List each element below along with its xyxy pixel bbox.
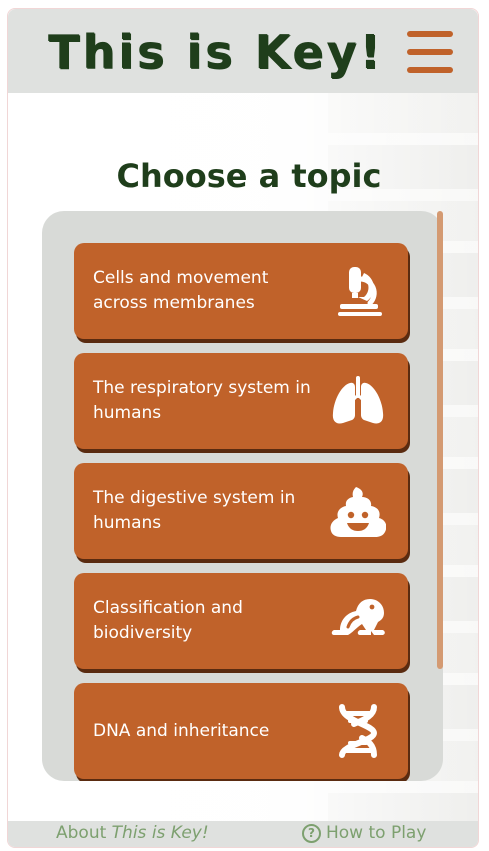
- how-to-play-link[interactable]: ? How to Play: [302, 823, 426, 843]
- menu-bar: [407, 67, 453, 73]
- poop-icon: [330, 483, 386, 539]
- topic-list: Cells and movement across membranes The …: [42, 211, 443, 781]
- question-circle-icon: ?: [302, 823, 321, 843]
- lungs-icon: [330, 373, 386, 429]
- topic-label: Cells and movement across membranes: [93, 268, 269, 313]
- topic-label: Classification and biodiversity: [93, 598, 243, 643]
- header: This is Key!: [8, 9, 478, 93]
- about-app-name: This is Key!: [111, 823, 209, 843]
- how-to-play-label: How to Play: [326, 823, 427, 843]
- topic-label: DNA and inheritance: [93, 720, 270, 741]
- scrollbar[interactable]: [437, 211, 443, 669]
- logo[interactable]: This is Key!: [48, 25, 384, 79]
- app-frame: This is Key! Choose a topic Cells and mo…: [7, 8, 479, 848]
- about-link[interactable]: About This is Key!: [56, 823, 209, 843]
- topic-button-cells[interactable]: Cells and movement across membranes: [74, 243, 408, 339]
- topic-button-classification[interactable]: Classification and biodiversity: [74, 573, 408, 669]
- microscope-icon: [330, 263, 386, 319]
- menu-bar: [407, 49, 453, 55]
- topic-button-respiratory[interactable]: The respiratory system in humans: [74, 353, 408, 449]
- page-title: Choose a topic: [116, 157, 382, 195]
- dna-icon: [330, 703, 386, 759]
- about-prefix: About: [56, 823, 112, 843]
- topic-button-digestive[interactable]: The digestive system in humans: [74, 463, 408, 559]
- topic-label: The digestive system in humans: [93, 488, 296, 533]
- topic-button-dna[interactable]: DNA and inheritance: [74, 683, 408, 779]
- menu-bar: [407, 31, 453, 37]
- footer: About This is Key! ? How to Play: [8, 821, 478, 847]
- topic-label: The respiratory system in humans: [93, 378, 311, 423]
- frog-icon: [330, 593, 386, 649]
- hamburger-menu-icon[interactable]: [407, 31, 453, 73]
